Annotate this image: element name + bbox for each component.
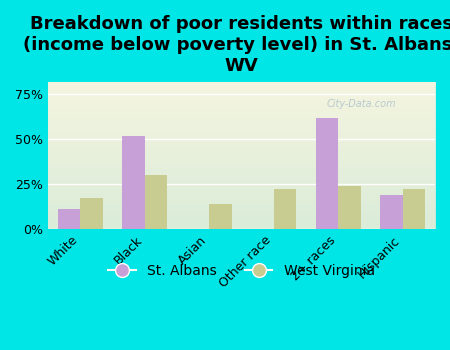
Bar [403, 189, 425, 229]
Bar [274, 189, 296, 229]
Bar [122, 135, 144, 229]
Legend: St. Albans, West Virginia: St. Albans, West Virginia [103, 258, 380, 284]
Title: Breakdown of poor residents within races
(income below poverty level) in St. Alb: Breakdown of poor residents within races… [23, 15, 450, 75]
Text: City-Data.com: City-Data.com [327, 99, 396, 109]
Bar [338, 186, 361, 229]
Bar [58, 209, 80, 229]
Bar [315, 118, 338, 229]
Bar [144, 175, 167, 229]
Bar [209, 204, 232, 229]
Bar [380, 195, 403, 229]
Bar [80, 198, 103, 229]
